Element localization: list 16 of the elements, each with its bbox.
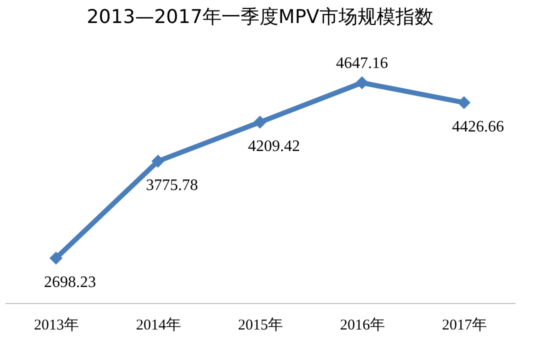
point — [355, 76, 369, 90]
x-tick-label: 2013年 — [34, 316, 79, 334]
point — [253, 116, 267, 129]
x-tick-label: 2014年 — [136, 316, 181, 334]
data-label: 4209.42 — [248, 138, 300, 156]
data-label: 4426.66 — [452, 118, 504, 136]
chart-title: 2013—2017年一季度MPV市场规模指数 — [86, 6, 434, 28]
x-tick-label: 2015年 — [238, 316, 283, 334]
x-tick-label: 2017年 — [442, 316, 487, 334]
data-label: 4647.16 — [336, 54, 388, 72]
point — [457, 96, 471, 110]
x-tick-label: 2016年 — [340, 316, 385, 334]
point — [151, 154, 165, 168]
data-label: 3775.78 — [146, 177, 198, 194]
data-label: 2698.23 — [44, 274, 96, 292]
point — [49, 252, 63, 265]
